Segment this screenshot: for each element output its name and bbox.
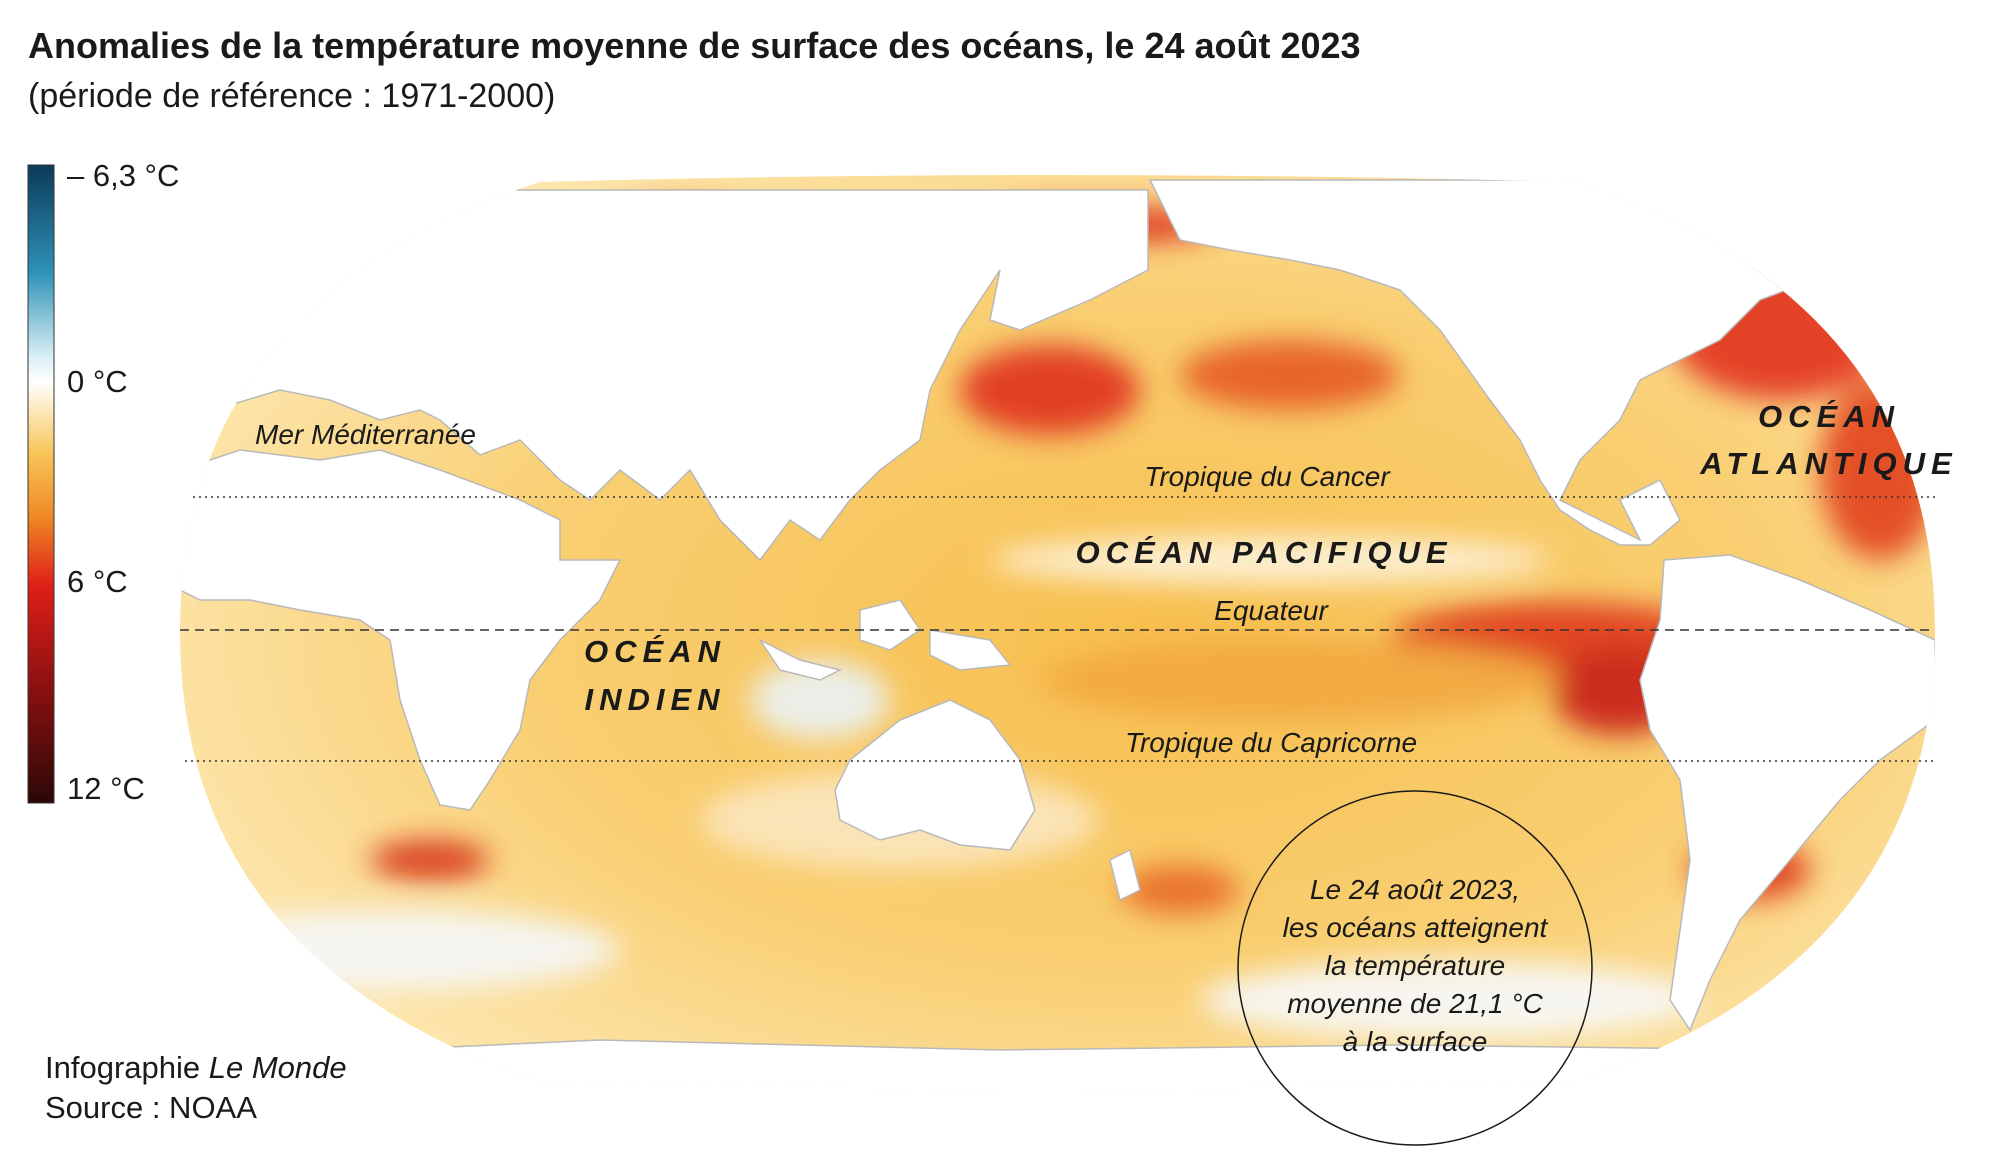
- line-label: Equateur: [1214, 595, 1329, 626]
- ocean-label: OCÉAN: [1758, 399, 1900, 434]
- legend-label: 6 °C: [67, 564, 128, 599]
- annotation-line: la température: [1325, 950, 1506, 981]
- legend-label: 12 °C: [67, 771, 145, 806]
- annotation-line: à la surface: [1343, 1026, 1488, 1057]
- ocean-label: INDIEN: [584, 682, 725, 717]
- annotation-line: les océans atteignent: [1283, 912, 1549, 943]
- source: Source : NOAA: [45, 1090, 257, 1125]
- legend-label: 0 °C: [67, 364, 128, 399]
- color-bar: [27, 164, 55, 804]
- title: Anomalies de la température moyenne de s…: [28, 25, 1361, 66]
- legend-label: – 6,3 °C: [67, 158, 179, 193]
- annotation-circle: [1237, 790, 1593, 1146]
- ocean-label: OCÉAN PACIFIQUE: [1075, 535, 1452, 570]
- credit-prefix: Infographie: [45, 1050, 200, 1085]
- line-label: Tropique du Capricorne: [1125, 727, 1417, 758]
- annotation-line: moyenne de 21,1 °C: [1287, 988, 1543, 1019]
- ocean-label: OCÉAN: [584, 634, 726, 669]
- credit: Infographie Le Monde: [45, 1050, 347, 1085]
- credit-name: Le Monde: [209, 1050, 347, 1085]
- map: [180, 175, 1935, 1089]
- ocean-label: ATLANTIQUE: [1699, 446, 1957, 481]
- annotation-line: Le 24 août 2023,: [1310, 874, 1520, 905]
- sea-label: Mer Méditerranée: [255, 419, 476, 450]
- subtitle: (période de référence : 1971-2000): [28, 77, 555, 115]
- line-label: Tropique du Cancer: [1144, 461, 1391, 492]
